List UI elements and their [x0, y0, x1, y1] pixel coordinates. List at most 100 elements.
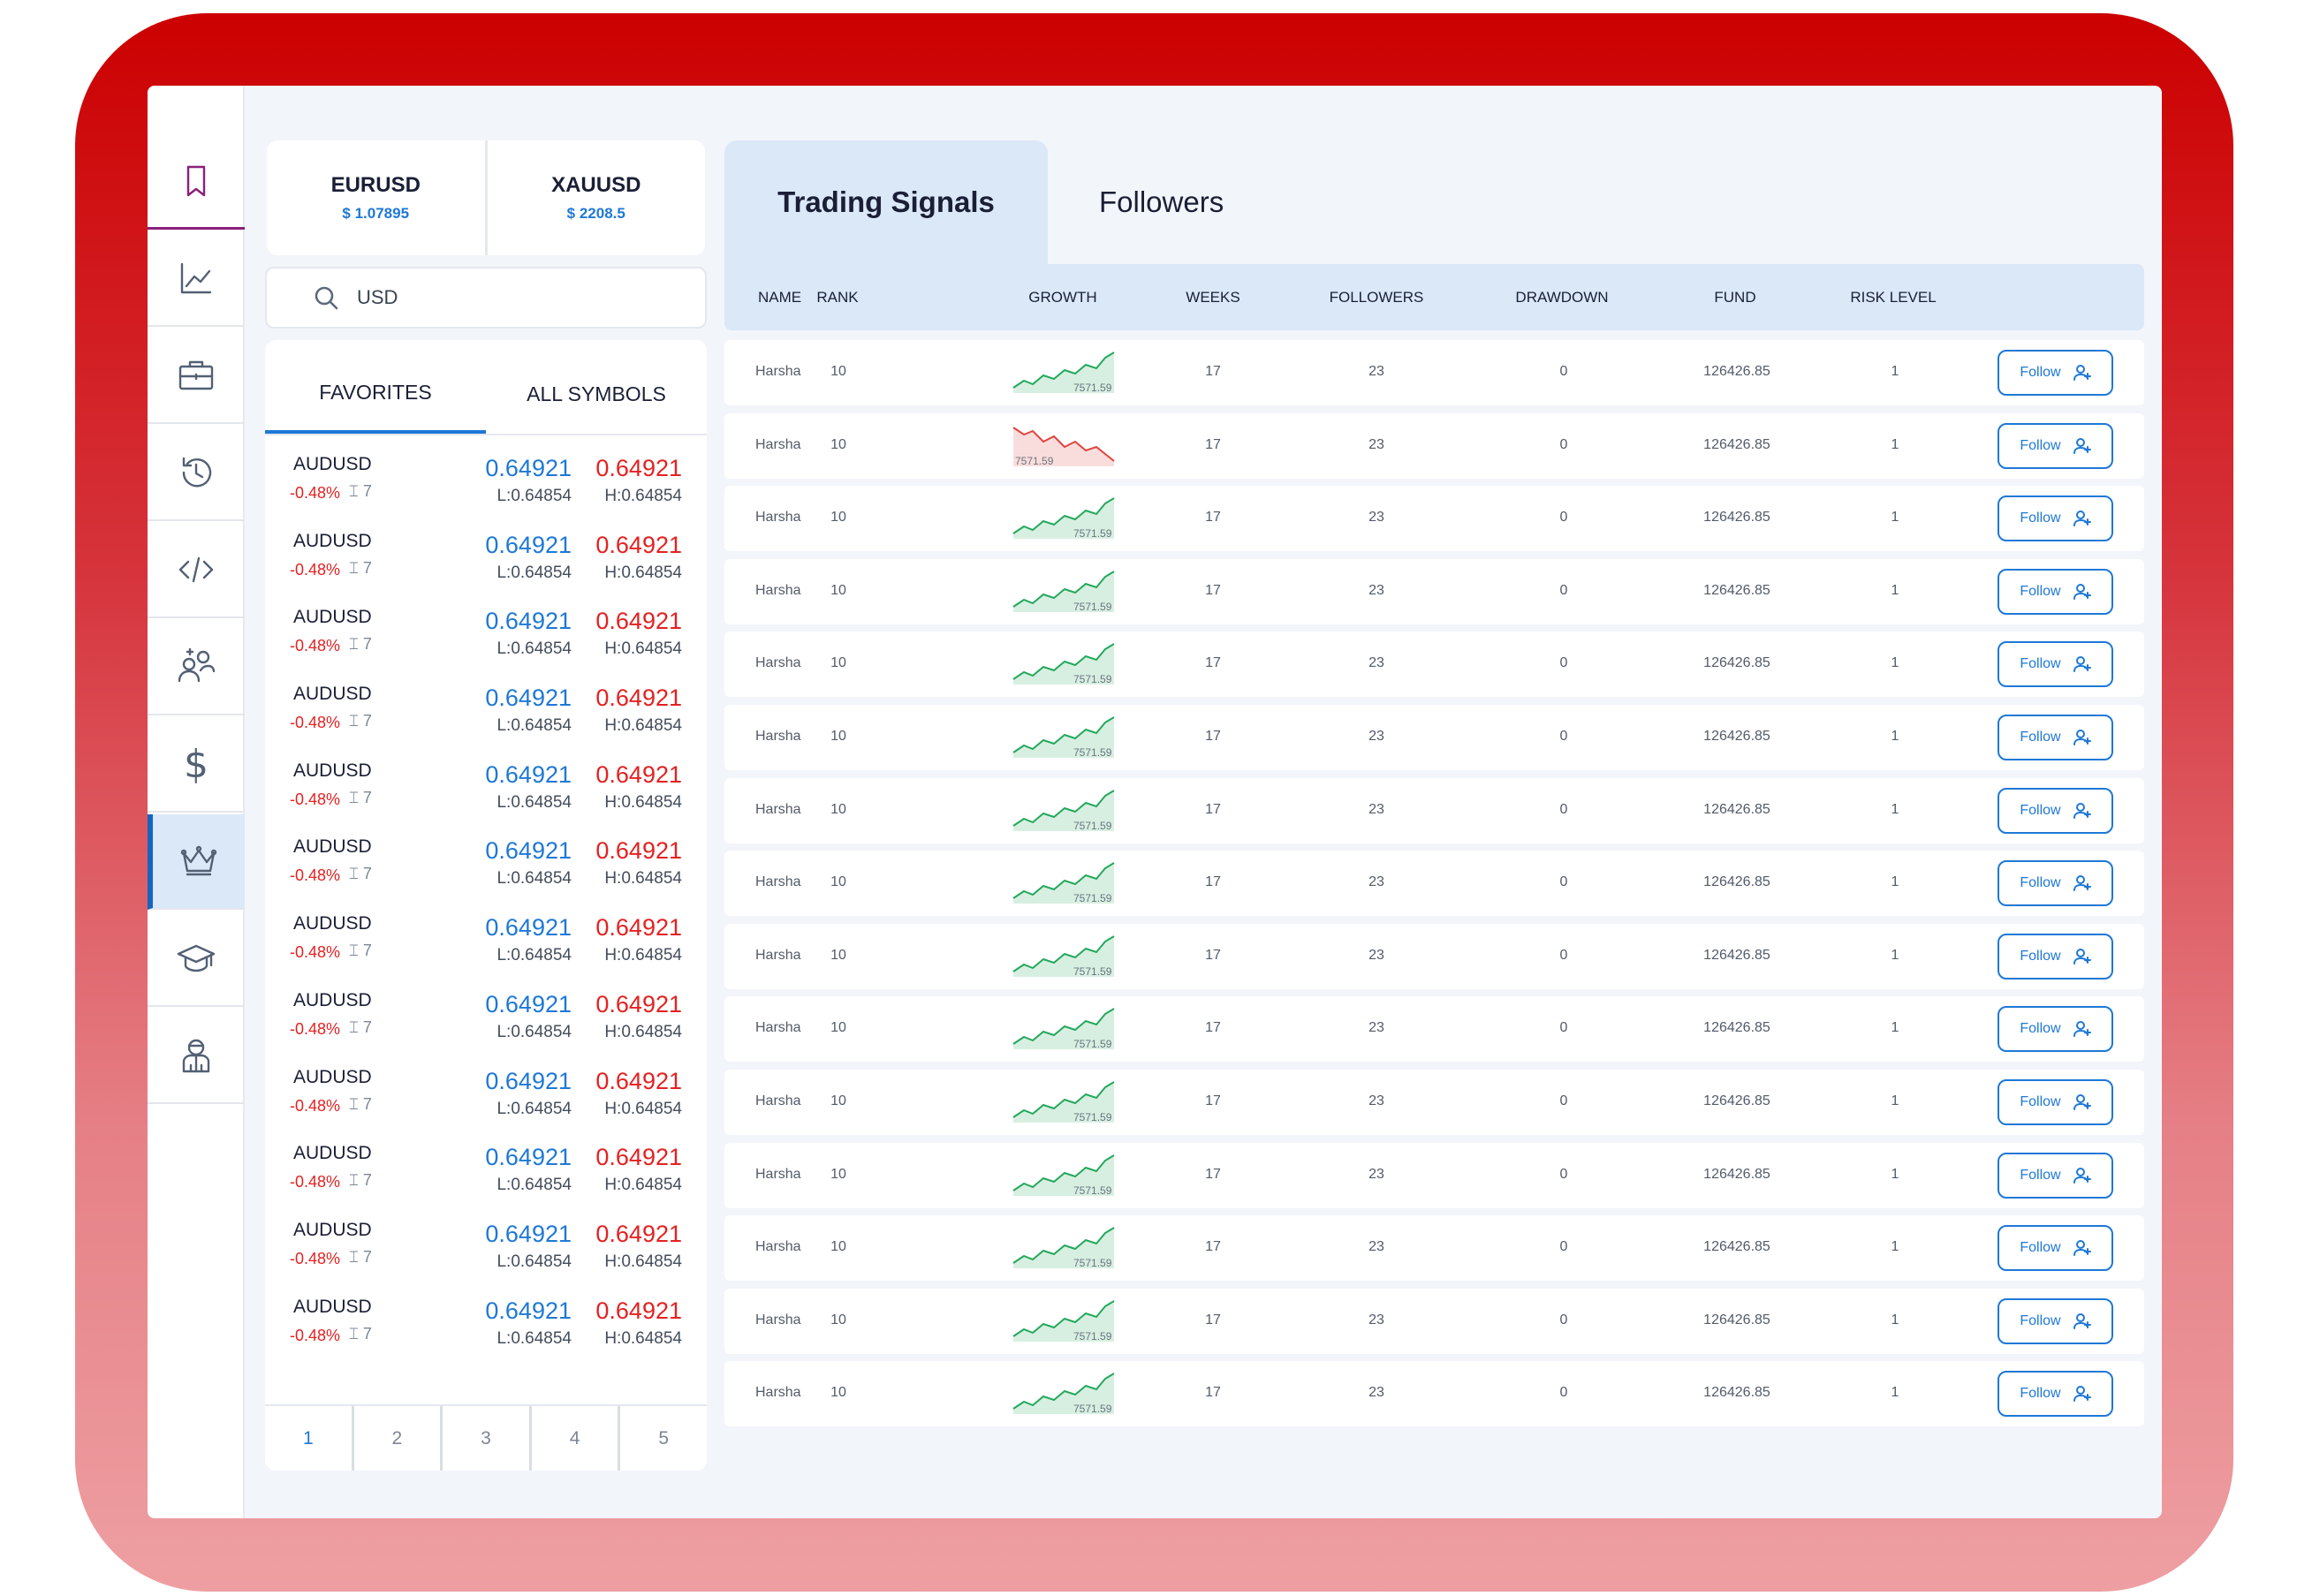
- follow-button[interactable]: Follow: [1998, 422, 2113, 469]
- briefcase-icon: [178, 360, 214, 390]
- symbol-name: AUDUSD: [293, 836, 372, 858]
- ticker-xauusd[interactable]: XAUUSD $ 2208.5: [484, 140, 706, 255]
- follow-button[interactable]: Follow: [1998, 1079, 2113, 1125]
- signal-name: Harsha: [755, 729, 801, 744]
- follow-button[interactable]: Follow: [1998, 715, 2113, 760]
- follow-button[interactable]: Follow: [1998, 787, 2113, 834]
- signal-risk-level: 1: [1891, 1239, 1899, 1255]
- signal-name: Harsha: [755, 364, 801, 379]
- sidebar-item-history[interactable]: [148, 426, 245, 521]
- signal-name: Harsha: [755, 1385, 801, 1401]
- page-1-button[interactable]: 1: [302, 1427, 314, 1449]
- table-row: Harsha 10 7571.59 17 23 0 126426.85 1 Follow: [724, 340, 2144, 405]
- symbol-change: -0.48%: [290, 637, 341, 655]
- follow-button[interactable]: Follow: [1998, 641, 2113, 688]
- low-price: L:0.64854: [497, 563, 572, 582]
- follow-button[interactable]: Follow: [1998, 350, 2113, 396]
- signal-name: Harsha: [755, 1093, 801, 1108]
- signal-weeks: 17: [1205, 1239, 1221, 1255]
- sidebar-item-funds[interactable]: $: [148, 717, 245, 813]
- signal-risk-level: 1: [1891, 582, 1899, 598]
- follow-button[interactable]: Follow: [1998, 495, 2113, 542]
- table-row: Harsha 10 7571.59 17 23 0 126426.85 1 Follow: [724, 851, 2144, 917]
- code-icon: [178, 556, 214, 583]
- sparkline-area: [1013, 571, 1114, 612]
- symbol-row[interactable]: AUDUSD -0.48% ⌶ 7 0.64921 0.64921 L:0.64854 H:…: [265, 674, 707, 751]
- symbol-row[interactable]: AUDUSD -0.48% ⌶ 7 0.64921 0.64921 L:0.64854 H:…: [265, 827, 707, 904]
- search-input[interactable]: [357, 286, 693, 309]
- sidebar-item-accounts[interactable]: [148, 620, 245, 715]
- follow-button[interactable]: Follow: [1998, 1006, 2113, 1053]
- tab-trading-signals[interactable]: Trading Signals: [724, 140, 1048, 264]
- dollar-icon: $: [184, 741, 208, 787]
- symbol-row[interactable]: AUDUSD -0.48% ⌶ 7 0.64921 0.64921 L:0.64854 H:…: [265, 751, 707, 828]
- signal-risk-level: 1: [1891, 729, 1899, 744]
- follow-label: Follow: [2020, 583, 2061, 599]
- tab-favorites[interactable]: FAVORITES: [265, 340, 486, 434]
- tab-all-symbols[interactable]: ALL SYMBOLS: [527, 382, 666, 405]
- growth-sparkline: 7571.59: [1012, 1299, 1115, 1342]
- growth-sparkline: 7571.59: [1012, 1154, 1115, 1196]
- follow-button[interactable]: Follow: [1998, 860, 2113, 907]
- follow-button[interactable]: Follow: [1998, 933, 2113, 980]
- signal-weeks: 17: [1205, 364, 1221, 379]
- page-2-button[interactable]: 2: [351, 1406, 441, 1471]
- column-header-risk-level: RISK LEVEL: [1850, 289, 1937, 306]
- symbol-row[interactable]: AUDUSD -0.48% ⌶ 7 0.64921 0.64921 L:0.64854 H:…: [265, 1057, 707, 1134]
- symbol-row[interactable]: AUDUSD -0.48% ⌶ 7 0.64921 0.64921 L:0.64854 H:…: [265, 904, 707, 980]
- growth-value: 7571.59: [1073, 965, 1112, 977]
- ticker-eurusd[interactable]: EURUSD $ 1.07895: [267, 140, 485, 255]
- symbol-row[interactable]: AUDUSD -0.48% ⌶ 7 0.64921 0.64921 L:0.64854 H:…: [265, 521, 707, 598]
- signal-risk-level: 1: [1891, 1312, 1899, 1327]
- sidebar-item-portfolio[interactable]: [148, 329, 245, 424]
- ticker-price: $ 1.07895: [342, 205, 410, 222]
- symbol-row[interactable]: AUDUSD -0.48% ⌶ 7 0.64921 0.64921 L:0.64854 H:…: [265, 980, 707, 1057]
- signal-weeks: 17: [1205, 947, 1221, 963]
- sparkline-area: [1013, 1082, 1114, 1123]
- user-add-icon: [2073, 656, 2091, 673]
- signal-name: Harsha: [755, 1239, 801, 1255]
- page-3-button[interactable]: 3: [440, 1406, 529, 1471]
- follow-button[interactable]: Follow: [1998, 1152, 2113, 1199]
- sidebar-item-education[interactable]: [148, 911, 245, 1007]
- symbol-row[interactable]: AUDUSD -0.48% ⌶ 7 0.64921 0.64921 L:0.64854 H:…: [265, 597, 707, 674]
- growth-value: 7571.59: [1073, 601, 1112, 612]
- follow-button[interactable]: Follow: [1998, 1297, 2113, 1344]
- app-screen: $ EURUSD $ 1.07895 XAUUSD $ 2208.5 FAVOR…: [148, 86, 2162, 1518]
- sidebar-item-bookmarks[interactable]: [148, 134, 245, 230]
- symbol-row[interactable]: AUDUSD -0.48% ⌶ 7 0.64921 0.64921 L:0.64854 H:…: [265, 1210, 707, 1287]
- follow-button[interactable]: Follow: [1998, 568, 2113, 615]
- signal-followers: 23: [1368, 947, 1384, 963]
- symbol-name: AUDUSD: [293, 607, 372, 628]
- low-price: L:0.64854: [497, 1328, 572, 1348]
- sparkline-area: [1013, 863, 1114, 904]
- follow-button[interactable]: Follow: [1998, 1371, 2113, 1418]
- page-4-button[interactable]: 4: [528, 1406, 618, 1471]
- bid-price: 0.64921: [485, 1067, 572, 1094]
- spread-value: 7: [362, 788, 372, 806]
- growth-sparkline: 7571.59: [1012, 1081, 1115, 1123]
- symbol-row[interactable]: AUDUSD -0.48% ⌶ 7 0.64921 0.64921 L:0.64854 H:…: [265, 1133, 707, 1210]
- page-5-button[interactable]: 5: [618, 1406, 707, 1471]
- signal-drawdown: 0: [1559, 874, 1568, 890]
- signal-drawdown: 0: [1559, 582, 1568, 598]
- tab-followers[interactable]: Followers: [1099, 185, 1224, 218]
- sparkline-line: [1012, 1299, 1115, 1337]
- sidebar-item-support[interactable]: [148, 1009, 245, 1104]
- sidebar-item-signals[interactable]: [148, 814, 245, 910]
- high-price: H:0.64854: [604, 1252, 682, 1271]
- spread-icon: ⌶: [349, 1017, 359, 1036]
- signal-drawdown: 0: [1559, 364, 1568, 379]
- spread-indicator: ⌶ 7: [349, 865, 372, 883]
- symbol-row[interactable]: AUDUSD -0.48% ⌶ 7 0.64921 0.64921 L:0.64854 H:…: [265, 1287, 707, 1361]
- sidebar-item-api[interactable]: [148, 523, 245, 618]
- bid-price: 0.64921: [485, 990, 572, 1017]
- symbol-change: -0.48%: [290, 1019, 341, 1038]
- signal-tabs: Trading Signals Followers: [724, 140, 1275, 264]
- symbol-row[interactable]: AUDUSD -0.48% ⌶ 7 0.64921 0.64921 L:0.64854 H:…: [265, 444, 707, 521]
- table-row: Harsha 10 7571.59 17 23 0 126426.85 1 Follow: [724, 996, 2144, 1063]
- symbol-change: -0.48%: [290, 484, 341, 502]
- sidebar-item-charts[interactable]: [148, 231, 245, 327]
- follow-button[interactable]: Follow: [1998, 1225, 2113, 1272]
- table-row: Harsha 10 7571.59 17 23 0 126426.85 1 Follow: [724, 486, 2144, 552]
